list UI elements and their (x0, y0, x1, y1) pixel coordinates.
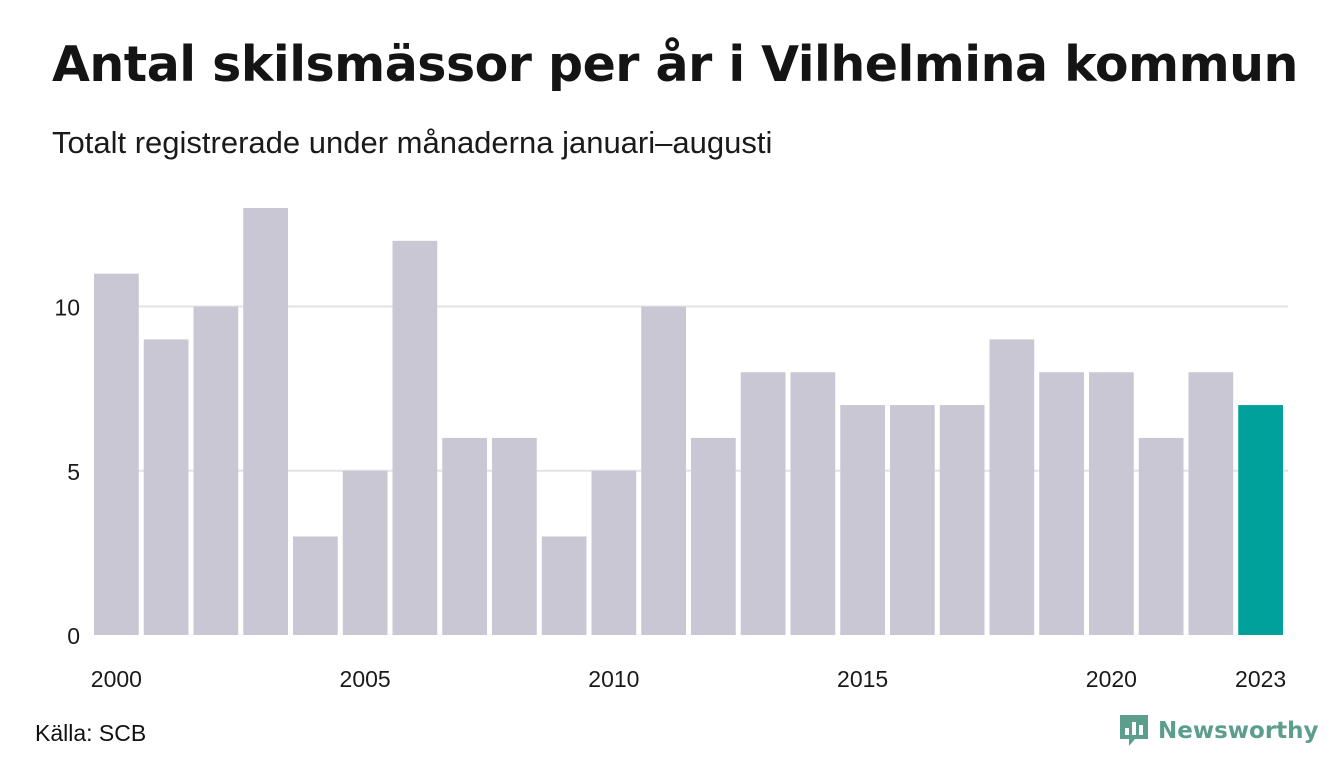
bar-2023 (1238, 405, 1283, 635)
x-axis: 2000 2005 2010 2015 2020 2023 (91, 666, 1286, 692)
bar-2003 (243, 208, 288, 635)
bar-2019 (1039, 372, 1084, 635)
y-tick-label: 10 (54, 295, 80, 321)
bar-2009 (541, 536, 587, 635)
x-tick-label: 2005 (340, 666, 391, 692)
bars (94, 208, 1283, 635)
brand-logo: Newsworthy (1118, 713, 1319, 749)
bar-2013 (740, 372, 786, 635)
bar-2017 (939, 405, 985, 635)
bar-2001 (143, 339, 189, 635)
x-tick-label: 2010 (588, 666, 639, 692)
x-tick-label: 2015 (837, 666, 888, 692)
bar-2020 (1089, 372, 1134, 635)
bar-2002 (193, 306, 239, 635)
bar-2010 (591, 470, 637, 635)
bar-2008 (492, 437, 537, 635)
y-tick-label: 0 (67, 623, 80, 649)
bar-2004 (293, 536, 338, 635)
bar-2012 (691, 437, 736, 635)
x-tick-label: 2000 (91, 666, 142, 692)
y-tick-label: 5 (67, 459, 80, 485)
bar-2011 (641, 306, 686, 635)
bar-chart: 0 5 10 2000 2005 2010 2015 2020 2023 (54, 208, 1288, 692)
bar-2015 (840, 405, 885, 635)
bar-2000 (94, 273, 139, 635)
x-tick-label: 2023 (1235, 666, 1286, 692)
bar-2005 (342, 470, 388, 635)
bar-2007 (442, 437, 487, 635)
chart-subtitle: Totalt registrerade under månaderna janu… (52, 125, 773, 160)
bar-2018 (989, 339, 1035, 635)
source-note: Källa: SCB (35, 720, 147, 746)
bar-2016 (890, 405, 935, 635)
bar-2022 (1188, 372, 1234, 635)
y-axis: 0 5 10 (54, 295, 80, 649)
bar-2021 (1138, 437, 1184, 635)
chart-title: Antal skilsmässor per år i Vilhelmina ko… (52, 36, 1298, 93)
x-tick-label: 2020 (1086, 666, 1137, 692)
bar-2014 (790, 372, 836, 635)
newsworthy-logo-icon (1120, 715, 1148, 746)
bar-2006 (392, 240, 438, 635)
brand-name: Newsworthy (1158, 718, 1319, 744)
